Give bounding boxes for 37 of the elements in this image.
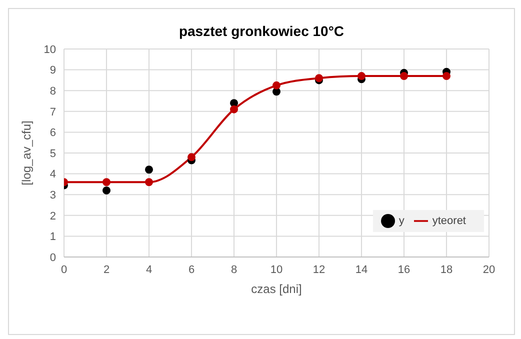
x-tick-label: 12	[312, 264, 326, 276]
point	[400, 72, 408, 80]
y-tick-label: 9	[50, 64, 56, 77]
y-tick-label: 4	[50, 168, 56, 181]
y-tick-label: 8	[50, 86, 56, 98]
point	[102, 186, 110, 194]
x-tick-label: 16	[398, 264, 410, 276]
x-tick-label: 14	[355, 264, 368, 276]
point	[442, 72, 450, 80]
x-tick-label: 8	[230, 264, 238, 276]
y-tick-label: 7	[50, 106, 56, 118]
point	[145, 166, 153, 174]
x-tick-label: 18	[440, 264, 453, 276]
legend-label: y	[398, 214, 404, 227]
point	[102, 178, 110, 186]
point	[272, 81, 280, 90]
x-tick-label: 0	[60, 264, 68, 276]
point	[230, 105, 238, 114]
x-tick-label: 4	[146, 264, 152, 276]
y-tick-label: 1	[50, 231, 56, 244]
point	[145, 178, 153, 186]
x-tick-label: 20	[482, 264, 496, 276]
legend-label: yteoret	[432, 214, 466, 227]
point	[188, 153, 196, 162]
point	[358, 72, 366, 80]
y-tick-label: 6	[50, 127, 56, 140]
y-tick-label: 0	[50, 252, 56, 264]
y-tick-label: 5	[50, 148, 56, 160]
x-tick-label: 10	[270, 264, 283, 276]
y-axis-title: [log_av_cfu]	[19, 120, 34, 186]
y-tick-label: 10	[44, 44, 56, 56]
x-axis-title: czas [dni]	[251, 282, 302, 296]
chart-title: pasztet gronkowiec 10°C	[178, 23, 346, 39]
x-tick-label: 6	[188, 264, 195, 276]
x-tick-label: 2	[103, 264, 110, 276]
y-tick-label: 3	[50, 190, 56, 202]
y-tick-label: 2	[50, 210, 56, 222]
